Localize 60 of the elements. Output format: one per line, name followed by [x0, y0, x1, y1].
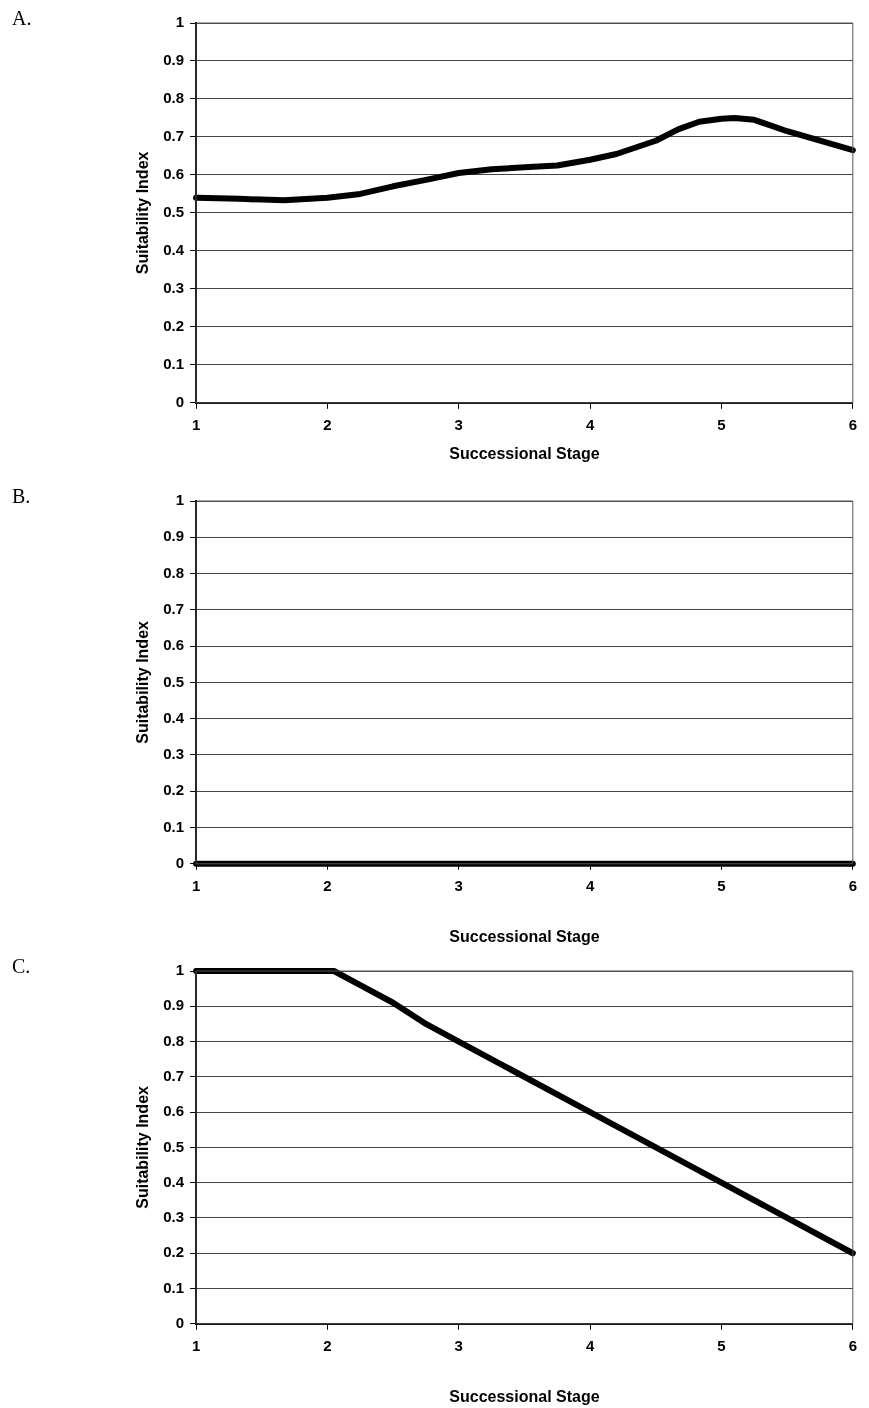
x-axis-title: Successional Stage [449, 927, 600, 945]
y-tick-label: 0.3 [163, 745, 185, 763]
x-tick-label: 4 [585, 415, 595, 433]
x-tick-label: 1 [191, 876, 201, 894]
y-tick-label: 1 [175, 13, 185, 31]
y-axis-title: Suitability Index [134, 151, 152, 275]
y-tick-label: 0.5 [163, 203, 185, 221]
y-tick-label: 0.6 [163, 165, 185, 183]
y-tick-label: 0.9 [163, 996, 185, 1014]
x-tick-label: 6 [848, 1336, 857, 1354]
y-tick-label: 0.9 [163, 527, 185, 545]
x-tick-label: 2 [323, 1336, 332, 1354]
x-tick-label: 1 [191, 415, 201, 433]
x-tick-label: 2 [323, 876, 332, 894]
x-tick-label: 6 [848, 876, 857, 894]
x-tick-label: 5 [717, 1336, 726, 1354]
x-tick-label: 2 [323, 415, 332, 433]
text: C. [12, 955, 31, 978]
y-axis-title: Suitability Index [134, 1085, 152, 1209]
y-tick-label: 0.8 [163, 563, 185, 581]
y-tick-label: 0.2 [163, 781, 185, 799]
y-tick-label: 0.5 [163, 672, 185, 690]
x-axis-title: Successional Stage [449, 444, 600, 462]
x-tick-label: 4 [585, 876, 595, 894]
y-tick-label: 0.8 [163, 89, 185, 107]
y-tick-label: 0.3 [163, 1208, 185, 1226]
text: A. [12, 7, 32, 30]
y-tick-label: 0.4 [163, 708, 185, 726]
x-tick-label: 1 [191, 1336, 201, 1354]
y-tick-label: 0.6 [163, 1102, 185, 1120]
x-tick-label: 5 [717, 876, 726, 894]
y-tick-label: 0 [175, 1313, 185, 1331]
y-tick-label: 0.7 [163, 127, 185, 145]
y-tick-label: 0.4 [163, 1172, 185, 1190]
y-tick-label: 0 [175, 392, 185, 410]
y-tick-label: 0.7 [163, 599, 185, 617]
text: B. [12, 485, 31, 508]
x-tick-label: 3 [454, 415, 463, 433]
y-tick-label: 0.1 [163, 1278, 185, 1296]
y-tick-label: 0.3 [163, 279, 185, 296]
y-tick-label: 0.2 [163, 1243, 185, 1261]
y-tick-label: 0.4 [163, 241, 185, 259]
y-tick-label: 0.9 [163, 51, 185, 69]
y-tick-label: 1 [175, 961, 185, 979]
x-axis-title: Successional Stage [449, 1387, 600, 1405]
y-tick-label: 0.1 [163, 817, 185, 835]
y-tick-label: 0.6 [163, 636, 185, 654]
x-tick-label: 3 [454, 876, 463, 894]
x-tick-label: 4 [585, 1336, 595, 1354]
y-tick-label: 1 [175, 491, 185, 509]
y-tick-label: 0.8 [163, 1031, 185, 1049]
y-tick-label: 0.1 [163, 354, 185, 372]
y-tick-label: 0 [175, 853, 185, 871]
x-tick-label: 5 [717, 415, 726, 433]
y-axis-title: Suitability Index [134, 620, 152, 744]
y-tick-label: 0.2 [163, 316, 185, 334]
x-tick-label: 6 [848, 415, 857, 433]
x-tick-label: 3 [454, 1336, 463, 1354]
y-tick-label: 0.5 [163, 1137, 185, 1155]
y-tick-label: 0.7 [163, 1066, 185, 1084]
